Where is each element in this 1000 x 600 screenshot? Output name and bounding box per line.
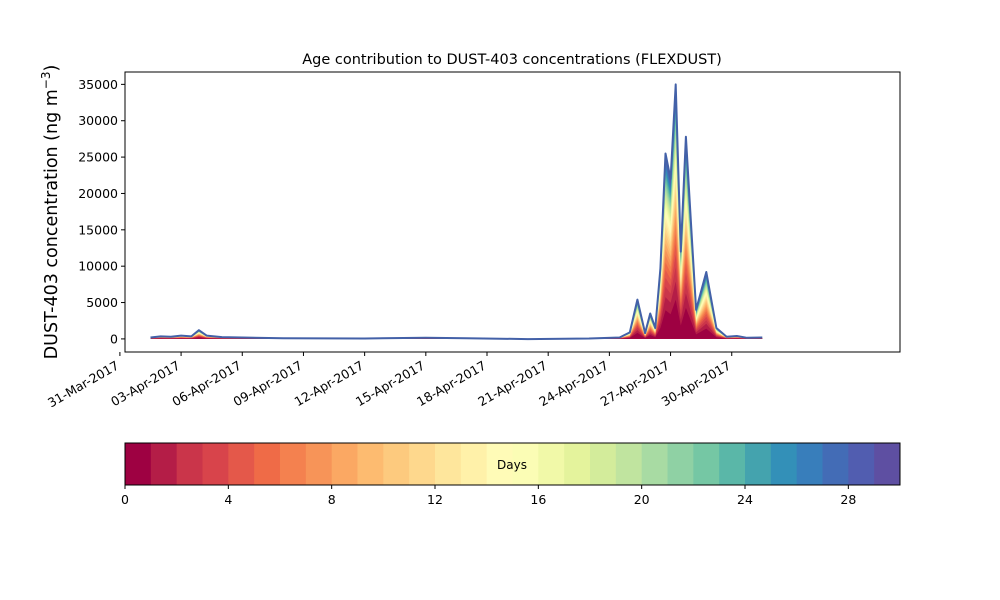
colorbar-segment: [486, 443, 513, 485]
colorbar-segment: [254, 443, 281, 485]
colorbar-segment: [331, 443, 358, 485]
colorbar-segment: [228, 443, 255, 485]
y-tick-label: 20000: [78, 186, 118, 201]
colorbar-segment: [125, 443, 152, 485]
colorbar-tick-label: 16: [530, 492, 546, 507]
y-tick-label: 15000: [78, 222, 118, 237]
colorbar-tick-label: 12: [427, 492, 443, 507]
colorbar-segment: [357, 443, 384, 485]
y-tick-label: 10000: [78, 259, 118, 274]
colorbar-segment: [796, 443, 823, 485]
y-tick-label: 5000: [86, 295, 118, 310]
y-axis-label: DUST-403 concentration (ng m−3): [39, 65, 62, 360]
colorbar-tick-label: 24: [737, 492, 753, 507]
colorbar-segment: [176, 443, 203, 485]
x-axis: 31-Mar-201703-Apr-201706-Apr-201709-Apr-…: [45, 352, 733, 410]
colorbar-segment: [383, 443, 410, 485]
x-tick-label: 31-Mar-2017: [45, 358, 121, 411]
colorbar-segment: [719, 443, 746, 485]
y-tick-label: 0: [110, 331, 118, 346]
colorbar-segment: [460, 443, 488, 485]
colorbar-segment: [564, 443, 591, 485]
colorbar-segment: [667, 443, 694, 485]
colorbar-segment: [745, 443, 772, 485]
y-tick-label: 30000: [78, 113, 118, 128]
y-tick-label: 35000: [78, 77, 118, 92]
colorbar: [124, 442, 901, 486]
colorbar-segment: [512, 443, 539, 485]
y-axis: 0 5000 10000 15000 20000 25000 30000 35000: [78, 77, 125, 346]
colorbar-tick-label: 20: [634, 492, 650, 507]
colorbar-segment: [874, 443, 901, 485]
plot-frame: [124, 71, 901, 353]
colorbar-segment: [848, 443, 875, 485]
colorbar-segment: [435, 443, 462, 485]
age-band-0: [150, 299, 763, 339]
colorbar-segment: [590, 443, 617, 485]
colorbar-segment: [641, 443, 668, 485]
colorbar-frame: [124, 442, 901, 486]
plot-area: [150, 83, 763, 341]
colorbar-label: Days: [497, 458, 527, 472]
colorbar-tick-label: 8: [328, 492, 336, 507]
colorbar-segment: [305, 443, 333, 485]
colorbar-tick-label: 4: [224, 492, 232, 507]
colorbar-segment: [615, 443, 643, 485]
colorbar-segment: [409, 443, 436, 485]
colorbar-segment: [280, 443, 307, 485]
colorbar-segment: [693, 443, 720, 485]
colorbar-segment: [822, 443, 849, 485]
colorbar-axis: 0 4 8 12 16 20 24 28: [121, 485, 856, 507]
colorbar-segment: [538, 443, 565, 485]
y-tick-label: 25000: [78, 150, 118, 165]
series-line-total: [150, 83, 763, 341]
colorbar-segment: [770, 443, 798, 485]
x-tick-label: 30-Apr-2017: [659, 358, 733, 410]
chart-title: Age contribution to DUST-403 concentrati…: [302, 52, 722, 68]
colorbar-tick-label: 0: [121, 492, 129, 507]
colorbar-tick-label: 28: [840, 492, 856, 507]
colorbar-segment: [150, 443, 178, 485]
colorbar-segment: [202, 443, 229, 485]
